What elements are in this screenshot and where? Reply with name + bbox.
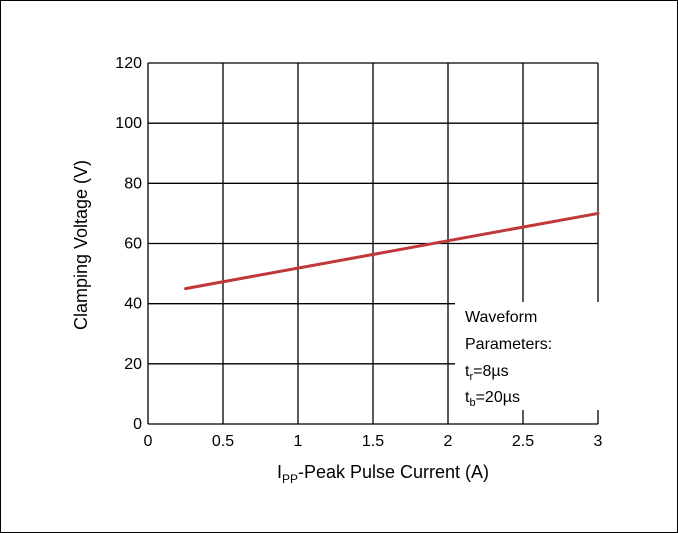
annotation-line: Parameters: [465,336,552,353]
series-layer [184,211,600,291]
x-axis-label-rest: -Peak Pulse Current (A) [298,462,489,482]
y-tick-label: 20 [124,356,142,373]
x-tick-label: 1.5 [362,433,384,450]
x-axis-label-subscript: PP [282,472,298,486]
x-tick-label: 2 [444,433,453,450]
annotation-subscript: b [469,397,475,409]
x-axis-label-main: I [277,462,282,482]
x-tick-label: 0 [144,433,153,450]
y-tick-label: 120 [115,55,142,72]
annotation-subscript: r [469,371,473,383]
x-axis-label: IPP-Peak Pulse Current (A) [277,462,489,486]
annotation-line: Waveform [465,309,537,326]
y-axis-label: Clamping Voltage (V) [71,160,91,330]
annotation-symbol: t [465,389,470,406]
annotation-line: tb=20µs [465,389,520,409]
annotation-value: =20µs [476,389,520,406]
x-tick-label: 1 [294,433,303,450]
y-tick-label: 40 [124,296,142,313]
x-tick-label: 0.5 [212,433,234,450]
y-tick-label: 0 [133,416,142,433]
x-tick-label: 2.5 [512,433,534,450]
series-line [184,211,600,291]
annotation-line: tr=8µs [465,363,509,383]
annotation-symbol: t [465,363,470,380]
tick-labels: 0 0.5 1 1.5 2 2.5 3 0 20 40 60 80 100 120 [115,55,602,450]
y-tick-label: 60 [124,236,142,253]
y-tick-label: 100 [115,115,142,132]
y-tick-label: 80 [124,175,142,192]
annotation-value: =8µs [473,363,508,380]
x-tick-label: 3 [594,433,603,450]
annotation-background [455,302,603,410]
